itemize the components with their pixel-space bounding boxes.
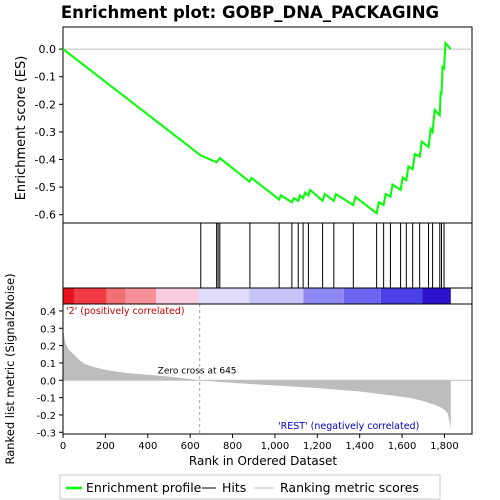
metric-y-axis-label: Ranked list metric (Signal2Noise) xyxy=(3,273,17,464)
x-tick-label: 1,600 xyxy=(388,441,417,452)
legend-label-hits: Hits xyxy=(222,480,246,495)
x-tick-label: 1,000 xyxy=(261,441,290,452)
ranking-color-segment xyxy=(380,288,423,304)
x-tick-label: 0 xyxy=(60,441,66,452)
legend-label-ranking-metric: Ranking metric scores xyxy=(280,480,419,495)
metric-y-tick-label: 0.1 xyxy=(40,359,56,370)
es-y-tick-label: -0.4 xyxy=(35,154,56,167)
legend-frame xyxy=(59,474,441,500)
es-y-tick-label: -0.1 xyxy=(35,71,56,84)
legend-label-enrichment-profile: Enrichment profile xyxy=(86,480,202,495)
x-axis-label: Rank in Ordered Dataset xyxy=(189,454,337,468)
es-panel: 0.0 -0.1 -0.2 -0.3 -0.4 -0.5 -0.6 Enrichment s… xyxy=(14,26,473,224)
es-y-tick-label: -0.3 xyxy=(35,126,56,139)
ranking-color-segment xyxy=(343,288,381,304)
metric-y-tick-label: -0.3 xyxy=(36,428,56,439)
x-tick-label: 200 xyxy=(96,441,115,452)
metric-panel: Zero cross at 645 '2' (positively correl… xyxy=(3,273,473,465)
x-tick-label: 800 xyxy=(223,441,242,452)
metric-y-tick-label: 0.4 xyxy=(40,307,56,318)
es-y-axis-label: Enrichment score (ES) xyxy=(14,56,29,201)
legend: Enrichment profile Hits Ranking metric s… xyxy=(59,474,441,500)
x-axis: 0 200 400 600 800 1,000 1,200 1,400 1,600 1,800 xyxy=(60,434,459,452)
x-tick-label: 1,400 xyxy=(345,441,374,452)
x-tick-label: 1,200 xyxy=(303,441,332,452)
zero-cross-label: Zero cross at 645 xyxy=(158,366,237,376)
ranking-color-segment xyxy=(106,288,126,304)
ranking-color-segment xyxy=(156,288,199,304)
es-y-ticks: 0.0 -0.1 -0.2 -0.3 -0.4 -0.5 -0.6 xyxy=(35,43,63,222)
es-y-tick-label: -0.6 xyxy=(35,209,56,222)
es-y-tick-label: -0.5 xyxy=(35,181,56,194)
es-y-tick-label: -0.2 xyxy=(35,98,56,111)
ranking-color-segment xyxy=(74,288,107,304)
metric-y-tick-label: 0.0 xyxy=(40,376,56,387)
chart-title: Enrichment plot: GOBP_DNA_PACKAGING xyxy=(61,3,439,22)
ranking-color-segment xyxy=(63,288,75,304)
ranking-color-segment xyxy=(422,288,451,304)
x-tick-label: 1,800 xyxy=(430,441,459,452)
ranking-color-segment xyxy=(125,288,157,304)
negative-correlation-label: 'REST' (negatively correlated) xyxy=(278,421,419,432)
hits-panel xyxy=(62,222,473,289)
metric-y-tick-label: 0.3 xyxy=(40,324,56,335)
ranking-color-segment xyxy=(249,288,304,304)
metric-y-ticks: 0.4 0.3 0.2 0.1 0.0 -0.1 -0.2 -0.3 xyxy=(36,307,63,439)
x-tick-label: 400 xyxy=(138,441,157,452)
positive-correlation-label: '2' (positively correlated) xyxy=(66,306,185,317)
metric-y-tick-label: -0.1 xyxy=(36,394,56,405)
es-y-tick-label: 0.0 xyxy=(39,43,57,56)
metric-y-tick-label: -0.2 xyxy=(36,411,56,422)
metric-y-tick-label: 0.2 xyxy=(40,342,56,353)
ranking-color-segment xyxy=(198,288,250,304)
ranking-metric-area xyxy=(63,328,451,429)
ranking-color-segments xyxy=(63,288,451,304)
hit-lines xyxy=(200,223,445,288)
x-tick-label: 600 xyxy=(181,441,200,452)
metric-panel-frame xyxy=(62,303,473,435)
ranking-color-bar xyxy=(62,287,473,305)
ranking-color-segment xyxy=(303,288,344,304)
enrichment-profile-line xyxy=(62,40,452,216)
